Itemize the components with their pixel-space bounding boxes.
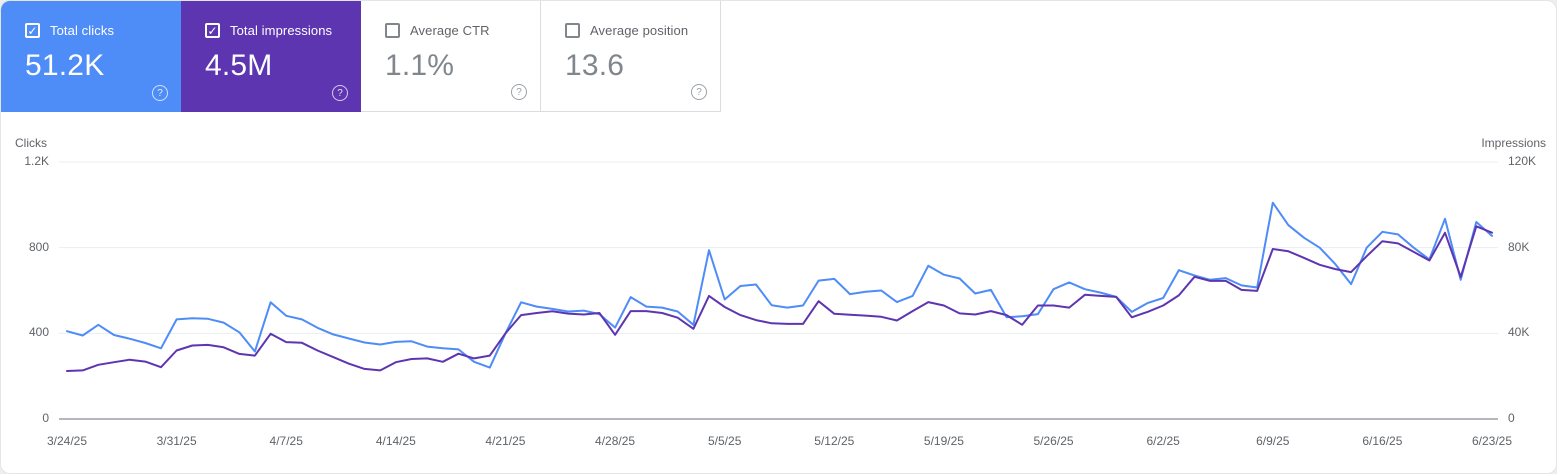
- total-clicks-value: 51.2K: [25, 49, 105, 82]
- help-icon[interactable]: ?: [152, 85, 168, 101]
- average-ctr-card[interactable]: Average CTR 1.1% ?: [361, 1, 541, 112]
- x-tick-label: 4/7/25: [269, 434, 303, 448]
- total-impressions-card[interactable]: ✓ Total impressions 4.5M ?: [181, 1, 361, 112]
- x-tick-label: 5/12/25: [814, 434, 855, 448]
- help-icon[interactable]: ?: [332, 85, 348, 101]
- checkbox-checked-icon[interactable]: ✓: [25, 23, 40, 38]
- x-tick-label: 3/24/25: [46, 434, 88, 448]
- x-tick-label: 5/19/25: [923, 434, 964, 448]
- x-tick-label: 6/9/25: [1256, 434, 1290, 448]
- checkbox-unchecked-icon[interactable]: [385, 23, 400, 38]
- checkbox-checked-icon[interactable]: ✓: [205, 23, 220, 38]
- left-axis-title: Clicks: [15, 136, 47, 150]
- performance-chart[interactable]: Clicks Impressions 1.2K 800 400 120K 80K 40K 0…: [1, 112, 1557, 474]
- left-axis-tick: 400: [28, 325, 49, 340]
- x-tick-label: 4/28/25: [595, 434, 636, 448]
- right-axis-zero: 0: [1508, 411, 1515, 425]
- x-tick-label: 6/2/25: [1146, 434, 1180, 448]
- left-axis-tick: 1.2K: [24, 154, 49, 168]
- x-tick-label: 4/21/25: [485, 434, 526, 448]
- x-tick-label: 4/14/25: [375, 434, 416, 448]
- right-axis-tick: 120K: [1508, 154, 1537, 168]
- right-axis-tick: 40K: [1508, 325, 1530, 340]
- card-label: Average position: [590, 23, 689, 38]
- right-axis-title: Impressions: [1481, 136, 1546, 150]
- card-label: Total clicks: [50, 23, 115, 38]
- total-clicks-card[interactable]: ✓ Total clicks 51.2K ?: [1, 1, 181, 112]
- card-label: Average CTR: [410, 23, 490, 38]
- metric-cards-row: ✓ Total clicks 51.2K ? ✓ Total impressio…: [1, 1, 721, 112]
- left-axis-zero: 0: [42, 411, 49, 425]
- performance-chart-canvas[interactable]: [1, 112, 1557, 474]
- average-position-card[interactable]: Average position 13.6 ?: [541, 1, 721, 112]
- help-icon[interactable]: ?: [511, 84, 527, 100]
- x-tick-label: 5/5/25: [708, 434, 742, 448]
- average-position-value: 13.6: [565, 49, 625, 82]
- help-icon[interactable]: ?: [691, 84, 707, 100]
- x-tick-label: 3/31/25: [156, 434, 197, 448]
- x-tick-label: 5/26/25: [1033, 434, 1074, 448]
- series-line-right: [66, 225, 1493, 372]
- average-ctr-value: 1.1%: [385, 49, 455, 82]
- checkbox-unchecked-icon[interactable]: [565, 23, 580, 38]
- card-label: Total impressions: [230, 23, 333, 38]
- x-tick-label: 6/23/25: [1471, 434, 1513, 448]
- total-impressions-value: 4.5M: [205, 49, 273, 82]
- left-axis-tick: 800: [28, 239, 49, 254]
- right-axis-tick: 80K: [1508, 239, 1530, 254]
- series-line-left: [66, 201, 1493, 369]
- x-tick-label: 6/16/25: [1362, 434, 1403, 448]
